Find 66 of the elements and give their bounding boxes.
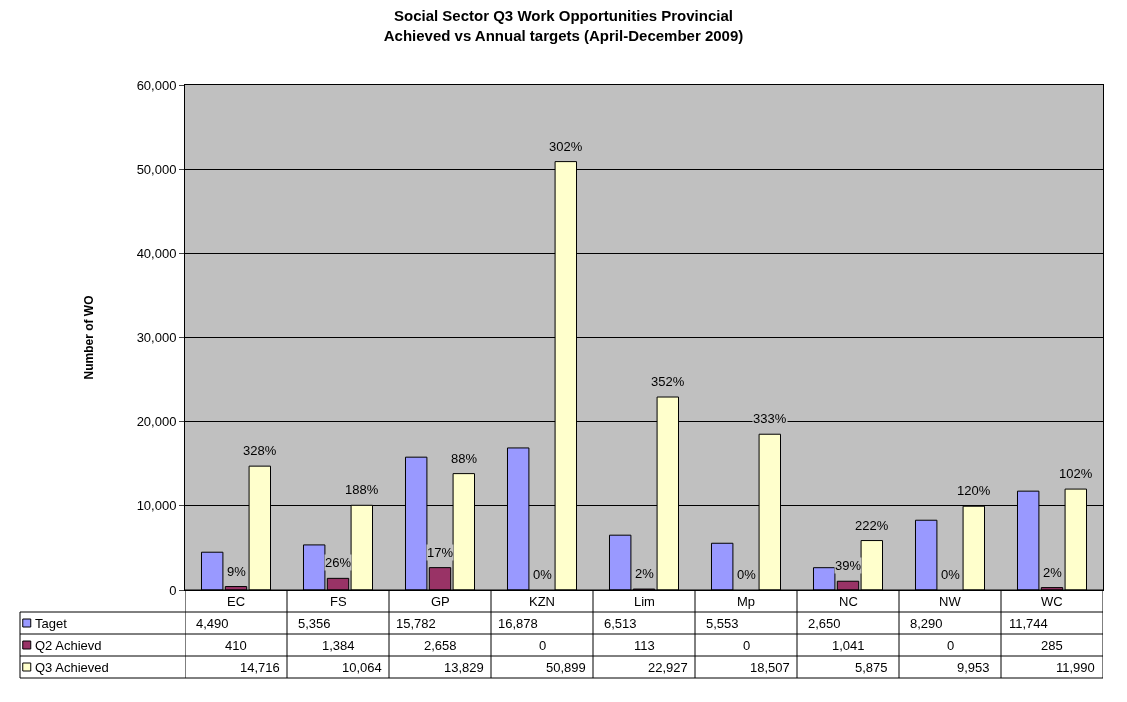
annotation: 328% bbox=[243, 443, 277, 458]
data-label: 410 bbox=[225, 638, 247, 653]
data-label: 1,384 bbox=[322, 638, 355, 653]
data-label: 16,878 bbox=[498, 616, 538, 631]
data-label: 15,782 bbox=[396, 616, 436, 631]
data-label: 11,990 bbox=[1056, 660, 1095, 675]
annotation: 9% bbox=[227, 564, 247, 579]
y-tick-label: 10,000 bbox=[136, 498, 177, 514]
annotation: 188% bbox=[345, 482, 379, 497]
data-label: 0 bbox=[743, 638, 751, 653]
legend-label: Q3 Achieved bbox=[35, 660, 109, 675]
y-tick-label: 60,000 bbox=[136, 77, 177, 93]
annotation: 222% bbox=[855, 518, 889, 533]
annotation: 333% bbox=[753, 411, 787, 426]
annotation: 352% bbox=[651, 374, 685, 389]
data-label: 9,953 bbox=[957, 660, 990, 675]
y-tick-label: 20,000 bbox=[136, 414, 177, 430]
annotation: 0% bbox=[533, 567, 553, 582]
data-label: 1,041 bbox=[832, 638, 865, 653]
data-label: 22,927 bbox=[648, 660, 688, 675]
y-tick-label: 30,000 bbox=[136, 330, 177, 346]
data-label: 50,899 bbox=[546, 660, 586, 675]
annotation: 39% bbox=[835, 558, 862, 573]
data-label: 0 bbox=[539, 638, 547, 653]
legend-label: Taget bbox=[35, 616, 68, 631]
x-tick-label: Mp bbox=[737, 594, 756, 609]
data-label: 18,507 bbox=[750, 660, 790, 675]
x-tick-label: WC bbox=[1041, 594, 1063, 609]
annotation: 0% bbox=[941, 567, 961, 582]
data-label: 6,513 bbox=[604, 616, 637, 631]
data-label: 2,650 bbox=[808, 616, 841, 631]
data-label: 5,875 bbox=[855, 660, 888, 675]
x-tick-label: GP bbox=[431, 594, 450, 609]
y-tick-label: 0 bbox=[169, 582, 177, 598]
y-tick-label: 50,000 bbox=[136, 161, 177, 177]
data-label: 2,658 bbox=[424, 638, 457, 653]
data-label: 13,829 bbox=[444, 660, 484, 675]
data-label: 285 bbox=[1041, 638, 1063, 653]
x-tick-label: EC bbox=[227, 594, 246, 609]
data-label: 5,356 bbox=[298, 616, 331, 631]
data-label: 8,290 bbox=[910, 616, 943, 631]
y-tick-label: 40,000 bbox=[136, 245, 177, 261]
annotation: 17% bbox=[427, 545, 454, 560]
data-label: 14,716 bbox=[240, 660, 280, 675]
chart-title: Social Sector Q3 Work Opportunities Provincial Achieved vs Annual targets (April-December 2009) bbox=[383, 7, 744, 44]
data-label: 10,064 bbox=[342, 660, 382, 675]
x-tick-label: Lim bbox=[634, 594, 655, 609]
annotation: 26% bbox=[325, 555, 352, 570]
legend-label: Q2 Achievd bbox=[35, 638, 102, 653]
annotation: 2% bbox=[635, 566, 655, 581]
data-label: 0 bbox=[947, 638, 955, 653]
annotation: 102% bbox=[1059, 466, 1093, 481]
data-label: 5,553 bbox=[706, 616, 739, 631]
x-tick-label: KZN bbox=[529, 594, 555, 609]
data-label: 4,490 bbox=[196, 616, 229, 631]
annotation: 0% bbox=[737, 567, 757, 582]
x-tick-label: FS bbox=[330, 594, 347, 609]
y-axis-title: Number of WO bbox=[81, 295, 96, 380]
data-label: 113 bbox=[634, 638, 655, 653]
annotation: 302% bbox=[549, 139, 583, 154]
annotation: 88% bbox=[451, 451, 478, 466]
x-tick-label: NC bbox=[839, 594, 858, 609]
data-label: 11,744 bbox=[1009, 616, 1048, 631]
x-tick-label: NW bbox=[939, 594, 962, 609]
annotation: 2% bbox=[1043, 565, 1063, 580]
annotation: 120% bbox=[957, 483, 991, 498]
